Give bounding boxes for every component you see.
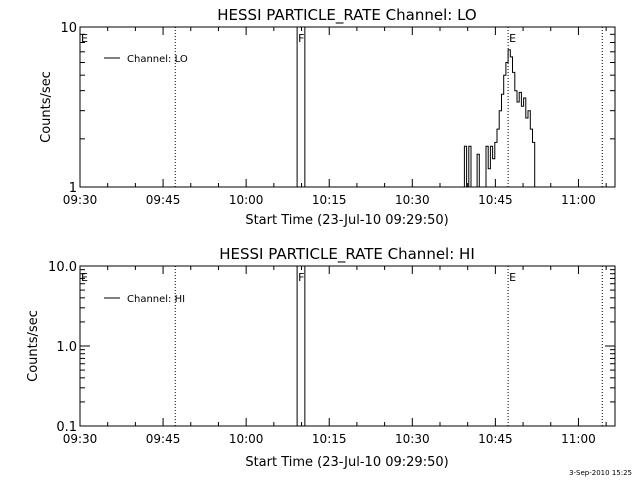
event-marker-label-hi: E bbox=[81, 271, 88, 284]
series-line-lo bbox=[463, 49, 536, 188]
x-tick-label-hi: 10:00 bbox=[229, 432, 264, 446]
x-tick-label-lo: 11:00 bbox=[561, 193, 596, 207]
chart-panel-lo: HESSI PARTICLE_RATE Channel: LO 09:30 09:… bbox=[39, 6, 616, 228]
y-axis-label-lo: Counts/sec bbox=[39, 71, 54, 143]
event-marker-label-hi: E bbox=[509, 271, 516, 284]
y-tick-label-hi: 1.0 bbox=[56, 340, 77, 355]
event-marker-label-hi: F bbox=[298, 271, 304, 284]
date-stamp: 3-Sep-2010 15:25 bbox=[569, 469, 632, 477]
x-tick-label-hi: 10:45 bbox=[478, 432, 513, 446]
y-tick-label-hi: 10.0 bbox=[48, 260, 77, 275]
event-marker-label-lo: E bbox=[81, 32, 88, 45]
x-tick-label-lo: 10:45 bbox=[478, 193, 513, 207]
plot-area-hi: 09:30 09:45 10:00 10:15 10:30 10:45 11:00 10.0 1… bbox=[48, 260, 616, 446]
x-axis-label-hi: Start Time (23-Jul-10 09:29:50) bbox=[245, 455, 448, 470]
x-tick-label-lo: 09:45 bbox=[146, 193, 181, 207]
chart-panel-hi: HESSI PARTICLE_RATE Channel: HI 09:30 09:… bbox=[26, 245, 616, 470]
x-tick-label-lo: 10:00 bbox=[229, 193, 264, 207]
chart-title-lo: HESSI PARTICLE_RATE Channel: LO bbox=[217, 6, 476, 25]
x-tick-label-hi: 10:15 bbox=[312, 432, 347, 446]
x-tick-label-hi: 11:00 bbox=[561, 432, 596, 446]
event-marker-label-lo: E bbox=[509, 32, 516, 45]
x-tick-label-hi: 10:30 bbox=[395, 432, 430, 446]
x-axis-label-lo: Start Time (23-Jul-10 09:29:50) bbox=[245, 213, 448, 228]
x-tick-label-hi: 09:45 bbox=[146, 432, 181, 446]
x-tick-label-lo: 09:30 bbox=[63, 193, 98, 207]
chart-title-hi: HESSI PARTICLE_RATE Channel: HI bbox=[219, 245, 475, 264]
y-tick-label-lo: 10 bbox=[60, 21, 77, 36]
legend-label-hi: Channel: HI bbox=[127, 294, 185, 305]
plot-area-lo: 09:30 09:45 10:00 10:15 10:30 10:45 11:00 10 1 E F… bbox=[60, 21, 616, 207]
y-tick-label-hi: 0.1 bbox=[56, 420, 77, 435]
y-axis-label-hi: Counts/sec bbox=[26, 310, 41, 382]
event-marker-label-lo: F bbox=[298, 32, 304, 45]
legend-label-lo: Channel: LO bbox=[127, 54, 188, 65]
x-tick-label-lo: 10:30 bbox=[395, 193, 430, 207]
x-tick-label-hi: 09:30 bbox=[63, 432, 98, 446]
x-tick-label-lo: 10:15 bbox=[312, 193, 347, 207]
y-tick-label-lo: 1 bbox=[69, 181, 77, 196]
